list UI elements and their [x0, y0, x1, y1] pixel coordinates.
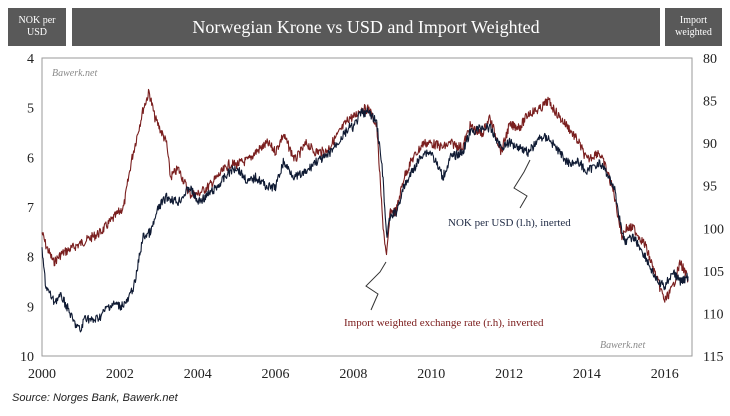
left-tick-label: 8 — [27, 251, 34, 266]
watermark-bottom: Bawerk.net — [600, 340, 645, 351]
left-tick-label: 9 — [27, 300, 34, 315]
right-tick-label: 100 — [703, 222, 724, 237]
annotation-import-weighted: Import weighted exchange rate (r.h), inv… — [344, 317, 544, 329]
source-note: Source: Norges Bank, Bawerk.net — [12, 392, 178, 404]
right-axis: 80 85 90 95 100 105 110 115 — [703, 52, 724, 365]
watermark-top: Bawerk.net — [52, 68, 97, 79]
right-tick-label: 115 — [703, 350, 723, 365]
series-nok-usd-line — [41, 107, 689, 333]
x-tick-label: 2008 — [339, 367, 367, 382]
chart-title: Norwegian Krone vs USD and Import Weight… — [72, 8, 660, 46]
series-import-weighted-line — [41, 88, 689, 303]
left-axis-header: NOK per USD — [8, 8, 66, 46]
left-tick-label: 10 — [20, 350, 34, 365]
x-axis: 2000 2002 2004 2006 2008 2010 2012 2014 2016 — [28, 367, 679, 382]
annotation-nok-usd: NOK per USD (l.h), inerted — [448, 217, 571, 229]
right-tick-label: 80 — [703, 52, 717, 67]
right-tick-label: 95 — [703, 180, 717, 195]
left-tick-label: 7 — [27, 201, 34, 216]
leader-import-weighted — [365, 261, 387, 311]
right-tick-label: 110 — [703, 307, 723, 322]
left-tick-label: 5 — [27, 102, 34, 117]
left-axis: 4 5 6 7 8 9 10 — [20, 52, 34, 365]
right-tick-label: 105 — [703, 265, 724, 280]
left-tick-label: 4 — [27, 52, 34, 67]
x-tick-label: 2012 — [495, 367, 523, 382]
plot-frame — [41, 57, 693, 357]
x-tick-label: 2010 — [417, 367, 445, 382]
right-axis-header: Import weighted — [665, 8, 722, 46]
x-tick-label: 2004 — [184, 367, 212, 382]
series-layer — [41, 88, 689, 333]
annotation-leaders — [365, 159, 531, 311]
right-tick-label: 85 — [703, 95, 717, 110]
x-tick-label: 2006 — [262, 367, 290, 382]
left-tick-label: 6 — [27, 151, 34, 166]
x-tick-label: 2014 — [573, 367, 601, 382]
x-tick-label: 2016 — [651, 367, 679, 382]
x-tick-label: 2000 — [28, 367, 56, 382]
x-tick-label: 2002 — [106, 367, 134, 382]
right-tick-label: 90 — [703, 137, 717, 152]
leader-nok-usd — [513, 159, 531, 209]
